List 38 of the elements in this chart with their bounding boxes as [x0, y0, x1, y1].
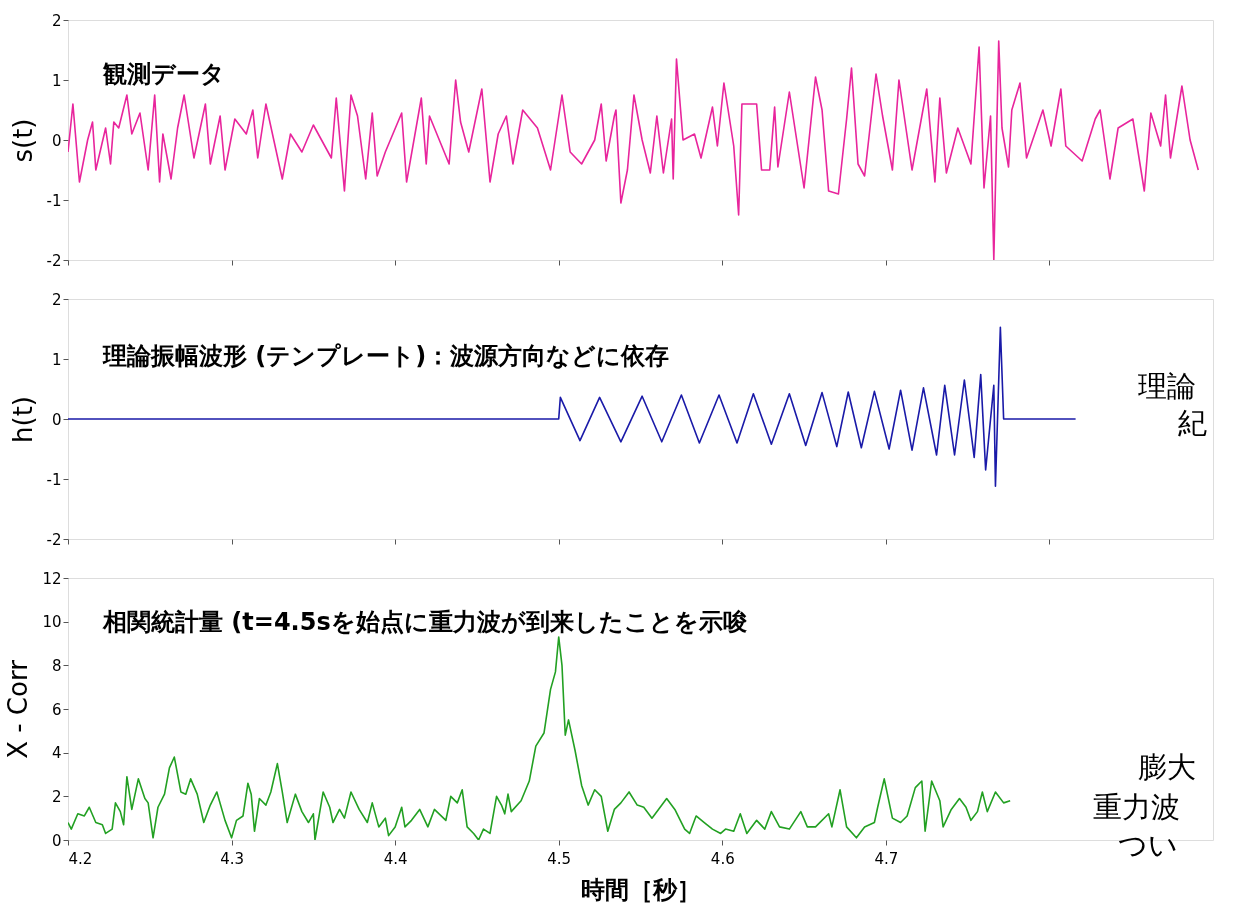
y-tick-label: 8 [51, 656, 62, 675]
y-tick-label: 2 [51, 11, 62, 30]
y-tick-label: -2 [46, 251, 62, 270]
y-tick-label: 1 [51, 350, 62, 369]
x-tick-label: 4.5 [547, 849, 572, 868]
text: 観測データ [102, 60, 225, 88]
x-axis-title: 時間［秒］ [581, 875, 701, 904]
y-tick-label: 0 [51, 131, 62, 150]
y-tick-label: 6 [51, 700, 62, 719]
y-axis-title: X - Corr [3, 659, 34, 759]
text: 相関統計量 (t=4.5sを始点に重力波が到来したことを示唆 [102, 608, 747, 636]
y-tick-label: -2 [46, 530, 62, 549]
y-tick-label: 2 [51, 290, 62, 309]
y-tick-label: -1 [46, 470, 62, 489]
annotation: 膨大 [1138, 750, 1196, 784]
y-tick-label: 2 [51, 787, 62, 806]
x-tick-label: 4.7 [874, 849, 899, 868]
y-axis-title: s(t) [7, 118, 38, 163]
y-tick-label: -1 [46, 191, 62, 210]
x-tick-label: 4.2 [68, 849, 93, 868]
y-tick-label: 0 [51, 831, 62, 850]
x-tick-label: 4.3 [220, 849, 244, 868]
annotation: 紀 [1178, 406, 1207, 440]
x-tick-label: 4.6 [710, 849, 735, 868]
annotation: 重力波 [1093, 790, 1180, 824]
y-tick-label: 4 [51, 744, 62, 763]
y-tick-label: 12 [42, 569, 62, 588]
line-series [68, 40, 1200, 260]
line-series [68, 636, 1011, 840]
y-tick-label: 1 [51, 71, 62, 90]
text: 理論振幅波形 (テンプレート)：波源方向などに依存 [102, 342, 670, 370]
line-series [68, 326, 1077, 487]
y-axis-title: h(t) [7, 396, 38, 443]
x-tick-label: 4.4 [383, 849, 408, 868]
y-tick-label: 10 [42, 613, 62, 632]
annotation: つい [1118, 828, 1178, 862]
y-tick-label: 0 [51, 410, 62, 429]
annotation: 理論 [1138, 369, 1196, 403]
